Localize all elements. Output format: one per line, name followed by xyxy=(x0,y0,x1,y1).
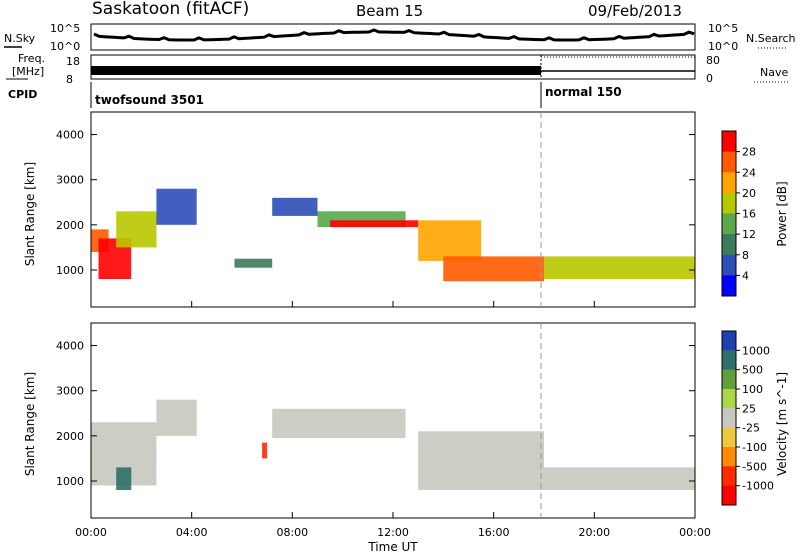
colorbar-tick-label: 24 xyxy=(742,166,756,179)
date-title: 09/Feb/2013 xyxy=(588,2,682,20)
colorbar-segment xyxy=(722,151,736,173)
heatmap-band-0-8 xyxy=(418,220,482,261)
colorbar-segment xyxy=(722,213,736,235)
power-colorbar-label: Power [dB] xyxy=(775,181,789,246)
heatmap-band-0-2 xyxy=(116,211,157,248)
nsky-tick-top: 10^5 xyxy=(50,22,80,35)
cpid-twofsound: twofsound 3501 xyxy=(95,93,204,107)
beam-title: Beam 15 xyxy=(356,2,423,20)
cpid-normal: normal 150 xyxy=(545,85,622,99)
heatmap-band-1-4 xyxy=(418,431,544,490)
colorbar-segment xyxy=(722,447,736,467)
xlabel: Time UT xyxy=(367,540,418,554)
heatmap-band-0-9 xyxy=(443,256,544,282)
heatmap-band-0-5 xyxy=(272,197,318,216)
colorbar-tick-label: -100 xyxy=(742,441,767,454)
velocity-colorbar-label: Velocity [m s^-1] xyxy=(775,372,789,476)
freq-label-1: Freq. xyxy=(18,52,45,65)
nave-tick-bottom: 0 xyxy=(706,72,713,85)
cpid-label: CPID xyxy=(8,88,37,101)
x-tick-label: 12:00 xyxy=(377,526,409,539)
colorbar-tick-label: 16 xyxy=(742,208,756,221)
x-tick-label: 00:00 xyxy=(679,526,711,539)
y-tick-label: 4000 xyxy=(56,340,84,353)
power-colorbar: 4 8 12 16 20 24 28 xyxy=(721,130,756,297)
colorbar-tick-label: 28 xyxy=(742,146,756,159)
time-x-axis: 00:00 04:00 08:00 12:00 16:00 20:00 00:00 xyxy=(75,301,711,539)
colorbar-tick-label: 4 xyxy=(742,269,749,282)
colorbar-tick-label: -1000 xyxy=(742,480,774,493)
nsky-tick-bottom: 10^0 xyxy=(50,40,80,53)
freq-tick-bottom: 8 xyxy=(66,73,73,86)
colorbar-tick-label: 8 xyxy=(742,249,749,262)
nsearch-tick-bottom: 10^0 xyxy=(708,40,738,53)
freq-label-2: [MHz] xyxy=(12,65,44,78)
colorbar-segment xyxy=(722,192,736,214)
colorbar-segment xyxy=(722,172,736,194)
y-tick-label: 2000 xyxy=(56,430,84,443)
heatmap-band-1-3 xyxy=(272,408,406,439)
colorbar-segment xyxy=(722,254,736,276)
x-tick-label: 00:00 xyxy=(75,526,107,539)
x-tick-label: 20:00 xyxy=(578,526,610,539)
y-tick-label: 1000 xyxy=(56,475,84,488)
colorbar-tick-label: 100 xyxy=(742,383,763,396)
colorbar-tick-label: -500 xyxy=(742,460,767,473)
colorbar-tick-label: 12 xyxy=(742,228,756,241)
station-title: Saskatoon (fitACF) xyxy=(92,0,249,19)
heatmap-band-1-5 xyxy=(544,467,695,490)
heatmap-band-1-1 xyxy=(116,467,132,490)
colorbar-tick-label: 1000 xyxy=(742,344,770,357)
colorbar-tick-label: 500 xyxy=(742,364,763,377)
x-tick-label: 16:00 xyxy=(478,526,510,539)
y-tick-label: 2000 xyxy=(56,219,84,232)
power-heatmap xyxy=(91,188,695,282)
colorbar-segment xyxy=(722,427,736,448)
freq-tick-top: 18 xyxy=(66,55,80,68)
colorbar-tick-label: -25 xyxy=(742,422,760,435)
heatmap-band-0-10 xyxy=(544,256,695,279)
velocity-colorbar: 1000 500 100 25 -25 -100 -500 -1000 xyxy=(721,330,774,506)
heatmap-band-0-4 xyxy=(234,258,273,268)
velocity-y-axis: 1000 2000 3000 4000 xyxy=(56,340,695,488)
colorbar-tick-label: 20 xyxy=(742,187,756,200)
x-tick-label: 08:00 xyxy=(276,526,308,539)
colorbar-segment xyxy=(722,408,736,429)
nsearch-label: N.Search xyxy=(746,32,796,45)
power-ylabel: Slant Range [km] xyxy=(23,162,37,266)
colorbar-segment xyxy=(722,234,736,256)
colorbar-tick-label: 25 xyxy=(742,402,756,415)
y-tick-label: 1000 xyxy=(56,264,84,277)
heatmap-band-0-7 xyxy=(330,220,419,228)
nsky-panel-frame xyxy=(90,23,696,51)
nave-label: Nave xyxy=(760,66,788,79)
colorbar-segment xyxy=(722,466,736,487)
nsky-label: N.Sky xyxy=(4,32,36,45)
colorbar-segment xyxy=(722,389,736,409)
colorbar-segment xyxy=(722,485,736,506)
colorbar-segment xyxy=(722,369,736,390)
x-tick-label: 04:00 xyxy=(176,526,208,539)
nsky-trace xyxy=(93,28,695,42)
power-y-axis: 1000 2000 3000 4000 xyxy=(56,129,695,277)
heatmap-band-1-2 xyxy=(156,399,197,436)
colorbar-segment xyxy=(722,350,736,371)
y-tick-label: 3000 xyxy=(56,385,84,398)
nave-tick-top: 80 xyxy=(706,54,720,67)
colorbar-frame xyxy=(721,330,737,506)
velocity-ylabel: Slant Range [km] xyxy=(23,372,37,476)
colorbar-segment xyxy=(722,275,736,297)
heatmap-band-1-6 xyxy=(262,442,268,459)
y-tick-label: 4000 xyxy=(56,129,84,142)
colorbar-segment xyxy=(722,331,736,351)
heatmap-band-0-3 xyxy=(156,188,197,225)
freq-trace-twofsound xyxy=(91,66,541,75)
velocity-heatmap xyxy=(91,399,695,490)
y-tick-label: 3000 xyxy=(56,174,84,187)
colorbar-segment xyxy=(722,131,736,153)
nsearch-tick-top: 10^5 xyxy=(708,22,738,35)
